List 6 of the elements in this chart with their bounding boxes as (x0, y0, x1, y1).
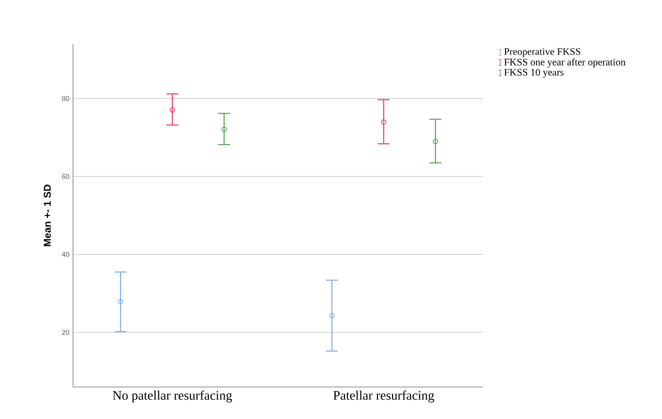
legend-label: FKSS 10 years (504, 68, 564, 78)
legend-label: FKSS one year after operation (504, 58, 626, 68)
x-tick-label: No patellar resurfacing (112, 390, 232, 402)
legend-label: Preoperative FKSS (504, 48, 580, 57)
x-tick-label: Patellar resurfacing (333, 390, 434, 402)
y-axis-title: Mean +- 1 SD (44, 184, 51, 246)
